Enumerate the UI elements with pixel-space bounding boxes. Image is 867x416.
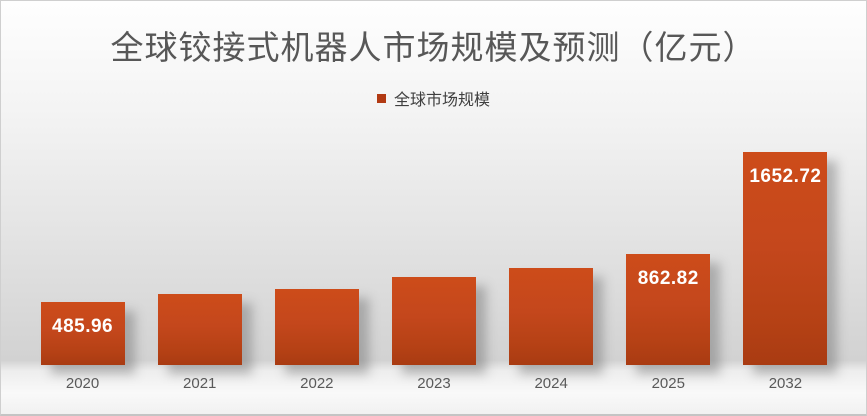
bar-column <box>375 151 492 365</box>
bar-2032[interactable]: 1652.72 <box>743 152 828 365</box>
bar-2021[interactable] <box>157 294 242 365</box>
x-axis: 2020 2021 2022 2023 2024 2025 2032 <box>24 375 844 392</box>
x-axis-tick-2032: 2032 <box>768 375 803 392</box>
x-axis-tick-2022: 2022 <box>300 375 334 392</box>
bar-column: 485.96 <box>24 151 141 365</box>
legend-series-label: 全球市场规模 <box>393 92 490 109</box>
plot-area: 485.96 862.82 1652.72 <box>24 151 844 365</box>
bar-2023[interactable] <box>391 277 476 365</box>
bar-2022[interactable] <box>274 289 359 365</box>
chart-title: 全球铰接式机器人市场规模及预测（亿元） <box>110 31 757 67</box>
chart-legend: 全球市场规模 <box>1 86 866 110</box>
bar-column <box>493 151 610 365</box>
bar-column <box>258 151 375 365</box>
bar-column <box>141 151 258 365</box>
bar-2024[interactable] <box>509 268 594 365</box>
bar-value-label: 862.82 <box>637 268 699 289</box>
bar-column: 862.82 <box>610 151 727 365</box>
x-axis-tick-2021: 2021 <box>183 375 217 392</box>
bar-value-label: 1652.72 <box>749 166 822 187</box>
bar-2020[interactable]: 485.96 <box>40 302 125 365</box>
bar-2025[interactable]: 862.82 <box>626 254 711 365</box>
x-axis-tick-2025: 2025 <box>651 375 685 392</box>
legend-swatch-icon <box>376 93 386 103</box>
bar-value-label: 485.96 <box>52 316 114 337</box>
bar-column: 1652.72 <box>727 151 844 365</box>
x-axis-tick-2024: 2024 <box>534 375 568 392</box>
x-axis-tick-2020: 2020 <box>65 375 100 392</box>
x-axis-tick-2023: 2023 <box>417 375 451 392</box>
